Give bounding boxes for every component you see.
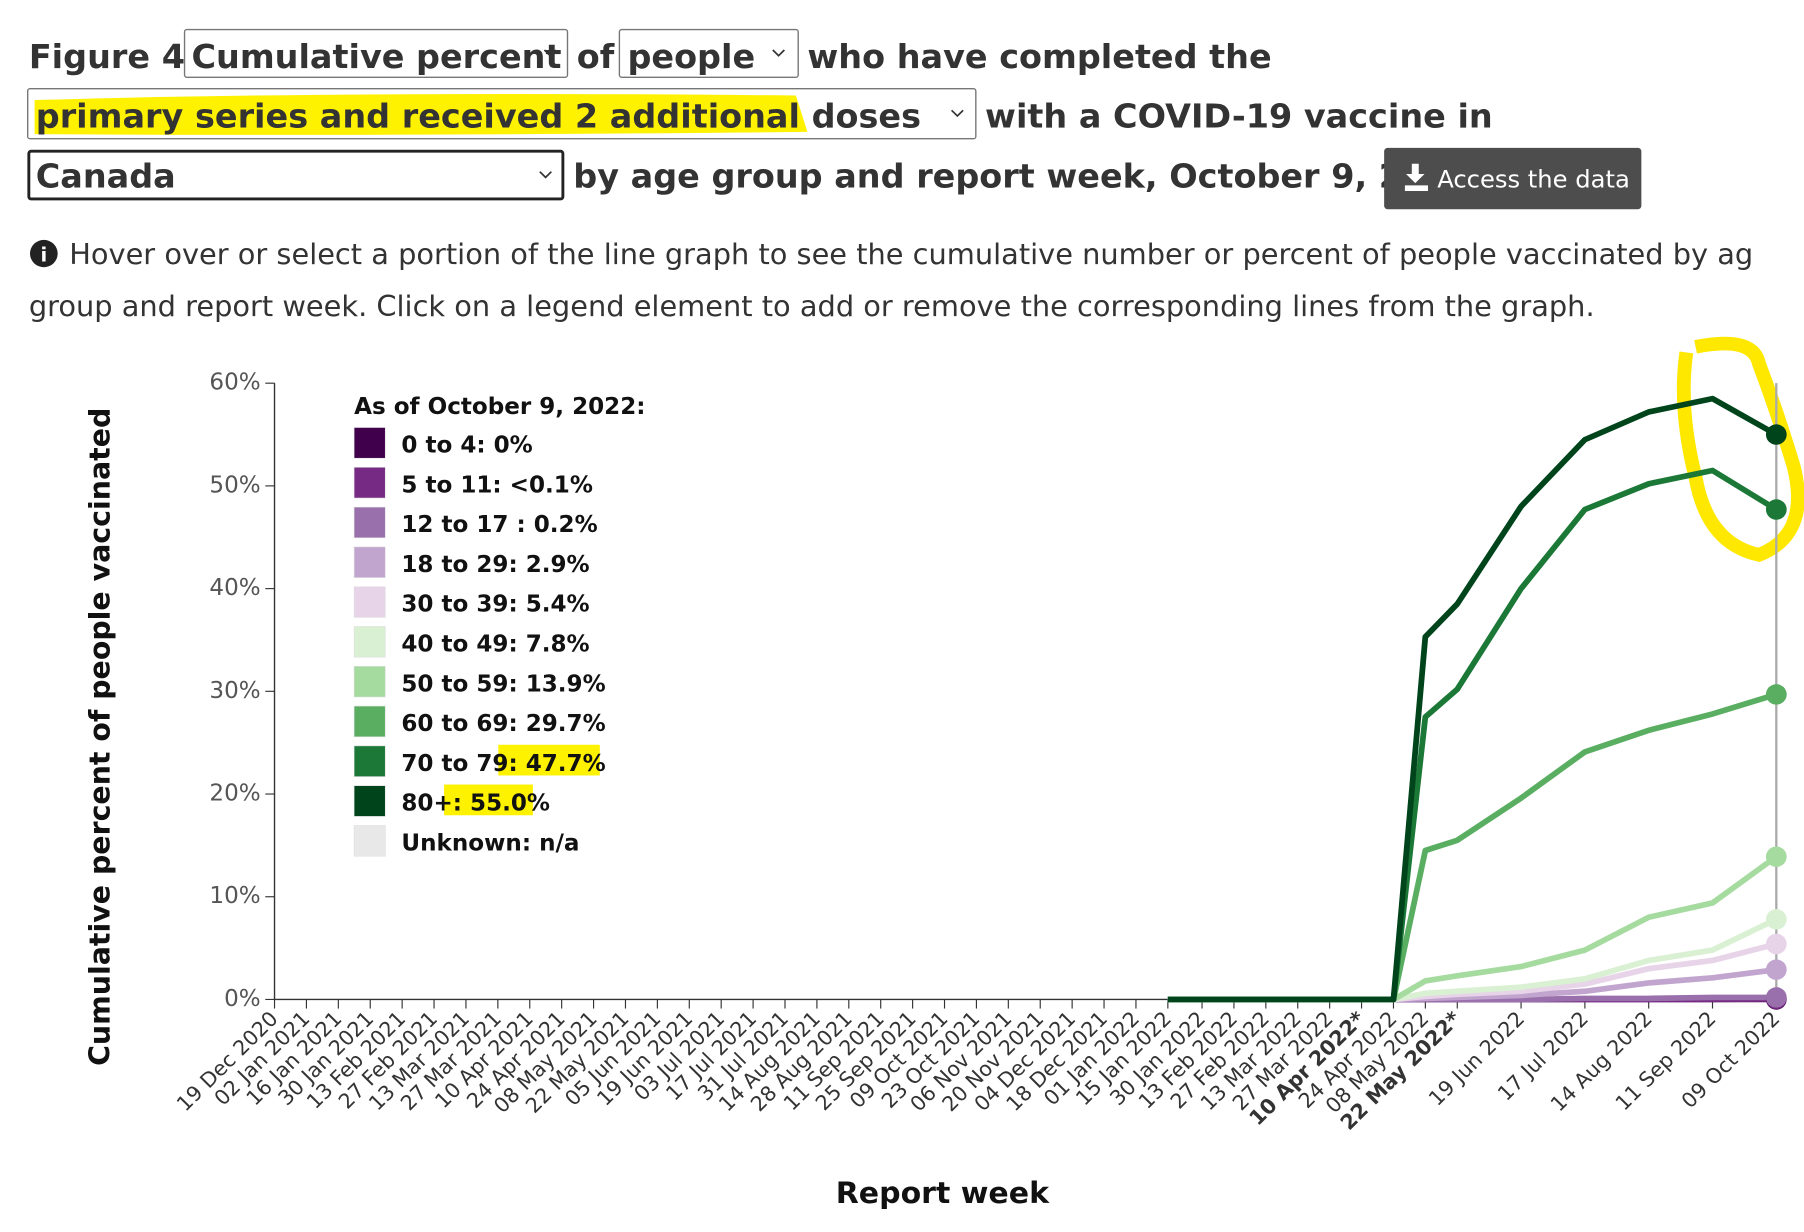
header-text: by age group and report week, October 9,… (573, 157, 1472, 196)
end-point (1765, 499, 1787, 520)
chevron (950, 109, 964, 118)
figure-label: Figure 4. (29, 37, 198, 76)
x-axis-label: Report week (836, 1176, 1051, 1211)
legend-label: 18 to 29: 2.9% (401, 552, 589, 578)
end-point (1765, 846, 1787, 867)
highlight (498, 744, 600, 776)
legend-swatch (353, 745, 386, 777)
legend-label: 30 to 39: 5.4% (401, 592, 589, 618)
legend-label: 50 to 59: 13.9% (401, 671, 605, 697)
y-tick-label: 30% (209, 678, 260, 704)
population-dropdown[interactable] (618, 28, 799, 79)
legend-swatch (353, 705, 386, 738)
end-point (1765, 684, 1787, 705)
legend-swatch (353, 825, 386, 857)
end-point (1765, 933, 1787, 955)
end-point (1765, 959, 1787, 980)
info-icon-glyph: i (40, 244, 47, 267)
button-label: Access the data (1437, 166, 1630, 194)
chevron (772, 49, 785, 57)
legend-label: 60 to 69: 29.7% (401, 711, 605, 737)
header-text: of (577, 37, 615, 76)
info-icon (29, 239, 58, 268)
y-axis-label: Cumulative percent of people vaccinated (82, 408, 116, 1066)
info-text: group and report week. Click on a legend… (29, 289, 1595, 323)
y-tick-label: 60% (209, 370, 260, 396)
series-line (1167, 467, 1778, 1003)
chevron (543, 49, 557, 57)
end-point (1765, 424, 1787, 445)
legend-label: 0 to 4: 0% (401, 433, 532, 459)
legend-label: Unknown: n/a (401, 831, 579, 857)
legend-swatch (353, 785, 386, 817)
highlight (1676, 336, 1804, 562)
measure-dropdown[interactable] (183, 28, 569, 79)
legend-label: 40 to 49: 7.8% (401, 632, 589, 658)
region-dropdown[interactable] (27, 149, 565, 201)
y-tick-label: 10% (209, 883, 260, 909)
download-icon (1404, 163, 1428, 192)
population-value: people (627, 37, 755, 76)
legend-label: 5 to 11: <0.1% (401, 472, 593, 498)
legend-swatch (353, 467, 386, 499)
end-point (1765, 987, 1787, 1008)
end-point (1765, 909, 1787, 930)
legend-swatch (353, 586, 386, 618)
legend-swatch (353, 506, 386, 539)
legend-swatch (353, 666, 386, 698)
measure-value: Cumulative percent (191, 37, 561, 76)
legend-title: As of October 9, 2022: (354, 394, 645, 420)
dose-value: primary series and received 2 additional… (36, 97, 921, 136)
chevron (539, 171, 552, 179)
legend-label: 12 to 17 : 0.2% (401, 512, 597, 538)
region-value: Canada (36, 157, 176, 196)
series-line (1167, 395, 1778, 1003)
y-tick-label: 0% (224, 986, 261, 1012)
legend-swatch (353, 626, 386, 658)
legend-label: 70 to 79: 47.7% (401, 751, 605, 777)
legend-label: 80+: 55.0% (401, 791, 550, 817)
access-data-button[interactable] (1384, 147, 1642, 210)
series-line (1167, 916, 1778, 1003)
info-text: Hover over or select a portion of the li… (69, 237, 1753, 271)
y-tick-label: 40% (209, 575, 260, 601)
legend-swatch (353, 546, 386, 578)
y-tick-label: 20% (209, 781, 260, 807)
highlight (34, 93, 808, 135)
y-tick-label: 50% (209, 472, 260, 498)
legend-swatch (353, 427, 386, 459)
highlight (444, 784, 533, 816)
header-text: who have completed the (807, 37, 1271, 76)
header-text: with a COVID-19 vaccine in (985, 97, 1493, 136)
